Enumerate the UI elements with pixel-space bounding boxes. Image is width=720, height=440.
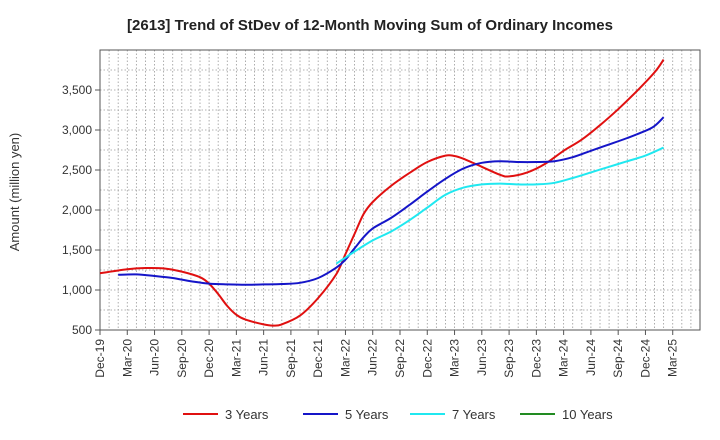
x-tick-label: Sep-23	[502, 339, 516, 378]
legend-label-5-years: 5 Years	[345, 407, 389, 422]
x-tick-label: Mar-22	[338, 339, 352, 377]
y-tick-label: 2,500	[62, 163, 92, 177]
x-tick-label: Sep-24	[611, 339, 625, 378]
x-tick-label: Sep-22	[393, 339, 407, 378]
x-axis-ticks: Dec-19 Mar-20 Jun-20 Sep-20 Dec-20 Mar-21 Jun-…	[93, 330, 680, 378]
x-tick-label: Jun-20	[148, 339, 162, 376]
y-tick-label: 3,000	[62, 123, 92, 137]
x-tick-label: Jun-24	[584, 339, 598, 376]
series-line-5-years	[118, 116, 665, 286]
y-tick-label: 3,500	[62, 83, 92, 97]
x-tick-label: Sep-21	[284, 339, 298, 378]
x-tick-label: Dec-23	[529, 339, 543, 378]
x-tick-label: Mar-25	[666, 339, 680, 377]
x-tick-label: Mar-23	[448, 339, 462, 377]
y-tick-label: 1,500	[62, 243, 92, 257]
y-tick-label: 1,000	[62, 283, 92, 297]
series-line-3-years	[99, 59, 665, 327]
y-tick-label: 500	[72, 323, 92, 337]
legend-label-3-years: 3 Years	[225, 407, 269, 422]
x-tick-label: Dec-19	[93, 339, 107, 378]
y-axis-label: Amount (million yen)	[7, 133, 22, 252]
x-tick-label: Dec-24	[638, 339, 652, 378]
legend-label-7-years: 7 Years	[452, 407, 496, 422]
y-tick-label: 2,000	[62, 203, 92, 217]
series-lines	[99, 59, 665, 327]
x-tick-label: Sep-20	[175, 339, 189, 378]
x-tick-label: Jun-22	[366, 339, 380, 376]
chart-title: [2613] Trend of StDev of 12-Month Moving…	[127, 17, 613, 34]
series-line-7-years	[335, 146, 664, 265]
x-tick-label: Jun-23	[475, 339, 489, 376]
x-tick-label: Dec-21	[311, 339, 325, 378]
grid-lines	[100, 50, 700, 330]
x-tick-label: Mar-20	[120, 339, 134, 377]
x-tick-label: Dec-20	[202, 339, 216, 378]
x-tick-label: Mar-24	[557, 339, 571, 377]
x-tick-label: Dec-22	[420, 339, 434, 378]
x-tick-label: Jun-21	[257, 339, 271, 376]
legend-label-10-years: 10 Years	[562, 407, 613, 422]
y-axis-ticks: 500 1,000 1,500 2,000 2,500 3,000 3,500	[62, 83, 100, 337]
legend: 3 Years 5 Years 7 Years 10 Years	[183, 407, 613, 422]
x-tick-label: Mar-21	[229, 339, 243, 377]
